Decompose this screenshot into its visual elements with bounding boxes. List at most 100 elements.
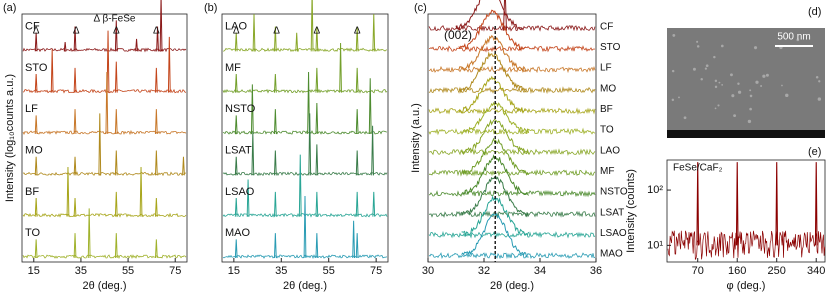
- peak: [461, 213, 529, 258]
- particle: [696, 40, 699, 43]
- x-axis-label: 2θ (deg.): [490, 280, 534, 292]
- peak: [182, 156, 185, 176]
- peak: [73, 26, 77, 52]
- particle: [762, 74, 766, 78]
- x-axis-label: 2θ (deg.): [82, 280, 126, 292]
- peak: [372, 191, 376, 217]
- peak: [234, 239, 238, 259]
- peak: [455, 0, 524, 31]
- panel-label: (d): [808, 6, 821, 18]
- particle: [817, 97, 822, 101]
- peak: [461, 101, 530, 135]
- peak: [73, 109, 77, 135]
- peak: [303, 195, 307, 259]
- peak: [315, 102, 319, 135]
- peak: [315, 67, 319, 93]
- peak: [73, 198, 77, 217]
- y-tick-label: 10²: [647, 184, 663, 196]
- peak: [234, 74, 238, 93]
- noise-baseline: [667, 230, 826, 260]
- noise-baseline: [222, 171, 388, 177]
- peak: [234, 115, 238, 135]
- x-tick-label: 160: [728, 265, 746, 277]
- y-axis-label: Intensity (a.u.): [410, 103, 422, 173]
- peak: [735, 162, 739, 246]
- peak: [352, 220, 356, 259]
- peak: [461, 118, 530, 155]
- peak: [114, 150, 118, 176]
- curve-label: MAO: [225, 227, 251, 239]
- x-tick-label: 34: [534, 265, 546, 277]
- annotation: Δ β-FeSe: [94, 14, 136, 25]
- plot-frame: [21, 13, 188, 263]
- peak: [251, 131, 255, 176]
- noise-baseline: [428, 189, 596, 198]
- peak: [114, 233, 118, 259]
- curve-label: NSTO: [225, 103, 256, 115]
- peak: [154, 150, 158, 176]
- curve-label: MO: [25, 144, 43, 156]
- x-tick-label: 75: [370, 265, 382, 277]
- peak: [308, 113, 312, 176]
- peak: [106, 30, 110, 93]
- peak: [355, 26, 359, 52]
- x-tick-label: 340: [807, 265, 825, 277]
- peak: [34, 115, 38, 135]
- peak: [458, 75, 526, 114]
- peak: [252, 14, 256, 52]
- noise-baseline: [22, 212, 187, 218]
- peak: [458, 9, 527, 51]
- particle: [731, 94, 735, 98]
- curve-label: STO: [25, 62, 48, 74]
- peak: [34, 32, 38, 52]
- particle: [721, 83, 724, 86]
- peak: [159, 0, 163, 52]
- peak: [355, 67, 359, 93]
- peak: [114, 20, 118, 52]
- particle: [692, 67, 696, 71]
- phase-marker: Δ: [354, 26, 361, 37]
- peak: [315, 233, 319, 259]
- curve-label: MF: [225, 62, 241, 74]
- particle: [815, 75, 819, 79]
- noise-baseline: [428, 107, 596, 115]
- curve-label: TO: [25, 227, 41, 239]
- particle: [737, 82, 740, 85]
- curve-label: LAO: [600, 145, 620, 156]
- peak: [73, 156, 77, 176]
- peak: [98, 113, 102, 176]
- peak: [339, 43, 342, 93]
- peak: [315, 144, 319, 176]
- peak: [315, 191, 319, 217]
- noise-baseline: [428, 86, 596, 95]
- peak: [154, 109, 158, 135]
- plot-frame: [666, 159, 826, 263]
- peak: [34, 74, 38, 93]
- noise-baseline: [222, 130, 388, 135]
- noise-baseline: [22, 88, 187, 94]
- plot-frame: [427, 13, 597, 263]
- particle: [714, 85, 718, 89]
- peak: [234, 198, 238, 217]
- peak: [458, 34, 527, 73]
- peak: [34, 156, 38, 176]
- peak: [105, 71, 109, 135]
- x-tick-label: 15: [28, 265, 40, 277]
- annotation: FeSe/CaF₂: [673, 163, 723, 174]
- curve-label: STO: [600, 42, 621, 53]
- phase-marker: Δ: [73, 26, 80, 37]
- x-tick-label: 32: [478, 265, 490, 277]
- peak: [273, 74, 277, 93]
- peak: [34, 239, 38, 259]
- peak: [246, 179, 250, 217]
- particle: [818, 80, 821, 83]
- annotation: (002): [444, 28, 472, 42]
- particle: [781, 84, 783, 87]
- peak: [73, 233, 77, 259]
- peak: [503, 0, 507, 31]
- y-axis-label: Intensity (log₁₀counts a.u.): [4, 74, 16, 202]
- particle: [760, 85, 763, 87]
- particle: [671, 98, 675, 102]
- x-tick-label: 15: [228, 265, 240, 277]
